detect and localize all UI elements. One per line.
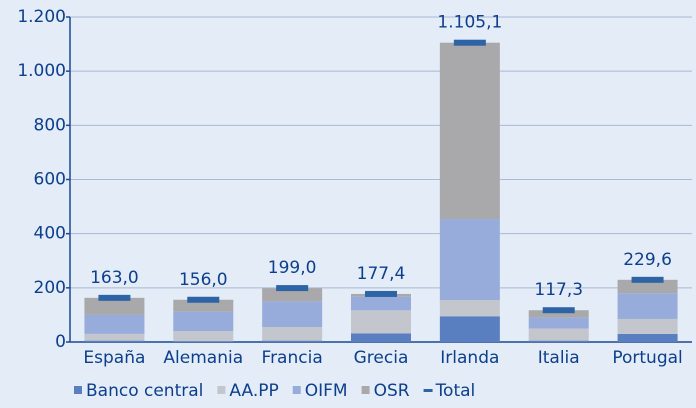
bar-segment	[617, 318, 678, 334]
bar-segment	[528, 310, 589, 318]
bar-segment	[617, 279, 678, 294]
bar-segment	[351, 310, 411, 334]
legend-marker	[292, 386, 301, 394]
y-tick-label: 0	[55, 332, 66, 352]
value-label: 177,4	[357, 264, 406, 284]
y-tick-label: 200	[34, 278, 66, 298]
x-tick-label: Portugal	[612, 348, 682, 368]
bar-segment	[617, 333, 678, 342]
x-tick-label: Italia	[538, 348, 580, 368]
bar-segment	[173, 331, 234, 342]
total-marker	[631, 276, 664, 283]
bar-segment	[528, 340, 589, 342]
bar-segment	[439, 300, 500, 317]
bar-segment	[84, 314, 145, 334]
bar-segment	[84, 297, 145, 315]
legend-marker	[423, 389, 433, 392]
bar-segment	[262, 327, 323, 341]
value-label: 156,0	[179, 270, 228, 290]
bar-segment	[439, 42, 500, 220]
bar-segment	[439, 316, 500, 342]
value-label: 199,0	[268, 258, 317, 278]
bar-segment	[439, 219, 500, 301]
total-marker	[187, 296, 220, 303]
legend-label: OSR	[374, 381, 410, 401]
x-tick-label: Francia	[262, 348, 323, 368]
legend-label: OIFM	[305, 381, 348, 401]
legend-label: AA.PP	[229, 381, 278, 401]
bar-segment	[528, 328, 589, 341]
x-tick-label: Grecia	[354, 348, 409, 368]
x-tick-label: España	[83, 348, 145, 368]
y-tick-label: 1.000	[17, 61, 66, 81]
y-tick-label: 800	[34, 115, 66, 135]
legend-marker	[361, 386, 370, 394]
bar-segment	[262, 288, 323, 302]
y-tick-label: 1.200	[17, 7, 66, 27]
value-label: 229,6	[623, 250, 672, 270]
total-marker	[453, 39, 486, 46]
bar-segment	[262, 301, 323, 328]
bar-segment	[351, 296, 411, 311]
legend-label: Total	[435, 381, 476, 401]
bar-segment	[528, 317, 589, 329]
value-label: 117,3	[534, 280, 583, 300]
bar-segment	[617, 293, 678, 319]
value-label: 163,0	[90, 268, 139, 288]
legend-marker	[74, 386, 82, 394]
bar-segment	[173, 299, 234, 312]
y-tick-label: 600	[34, 170, 66, 190]
bar-segment	[351, 333, 411, 342]
total-marker	[276, 285, 309, 292]
x-tick-label: Alemania	[163, 348, 243, 368]
bar-segment	[84, 340, 145, 342]
value-label: 1.105,1	[437, 13, 502, 33]
x-tick-label: Irlanda	[440, 348, 499, 368]
total-marker	[98, 294, 131, 301]
y-tick-label: 400	[34, 224, 66, 244]
total-marker	[542, 307, 575, 314]
bar-segment	[84, 333, 145, 341]
total-marker	[365, 290, 397, 297]
bar-segment	[173, 341, 234, 342]
legend-marker	[217, 386, 226, 394]
legend-label: Banco central	[86, 381, 203, 401]
bar-segment	[173, 311, 234, 332]
bar-segment	[262, 340, 323, 342]
